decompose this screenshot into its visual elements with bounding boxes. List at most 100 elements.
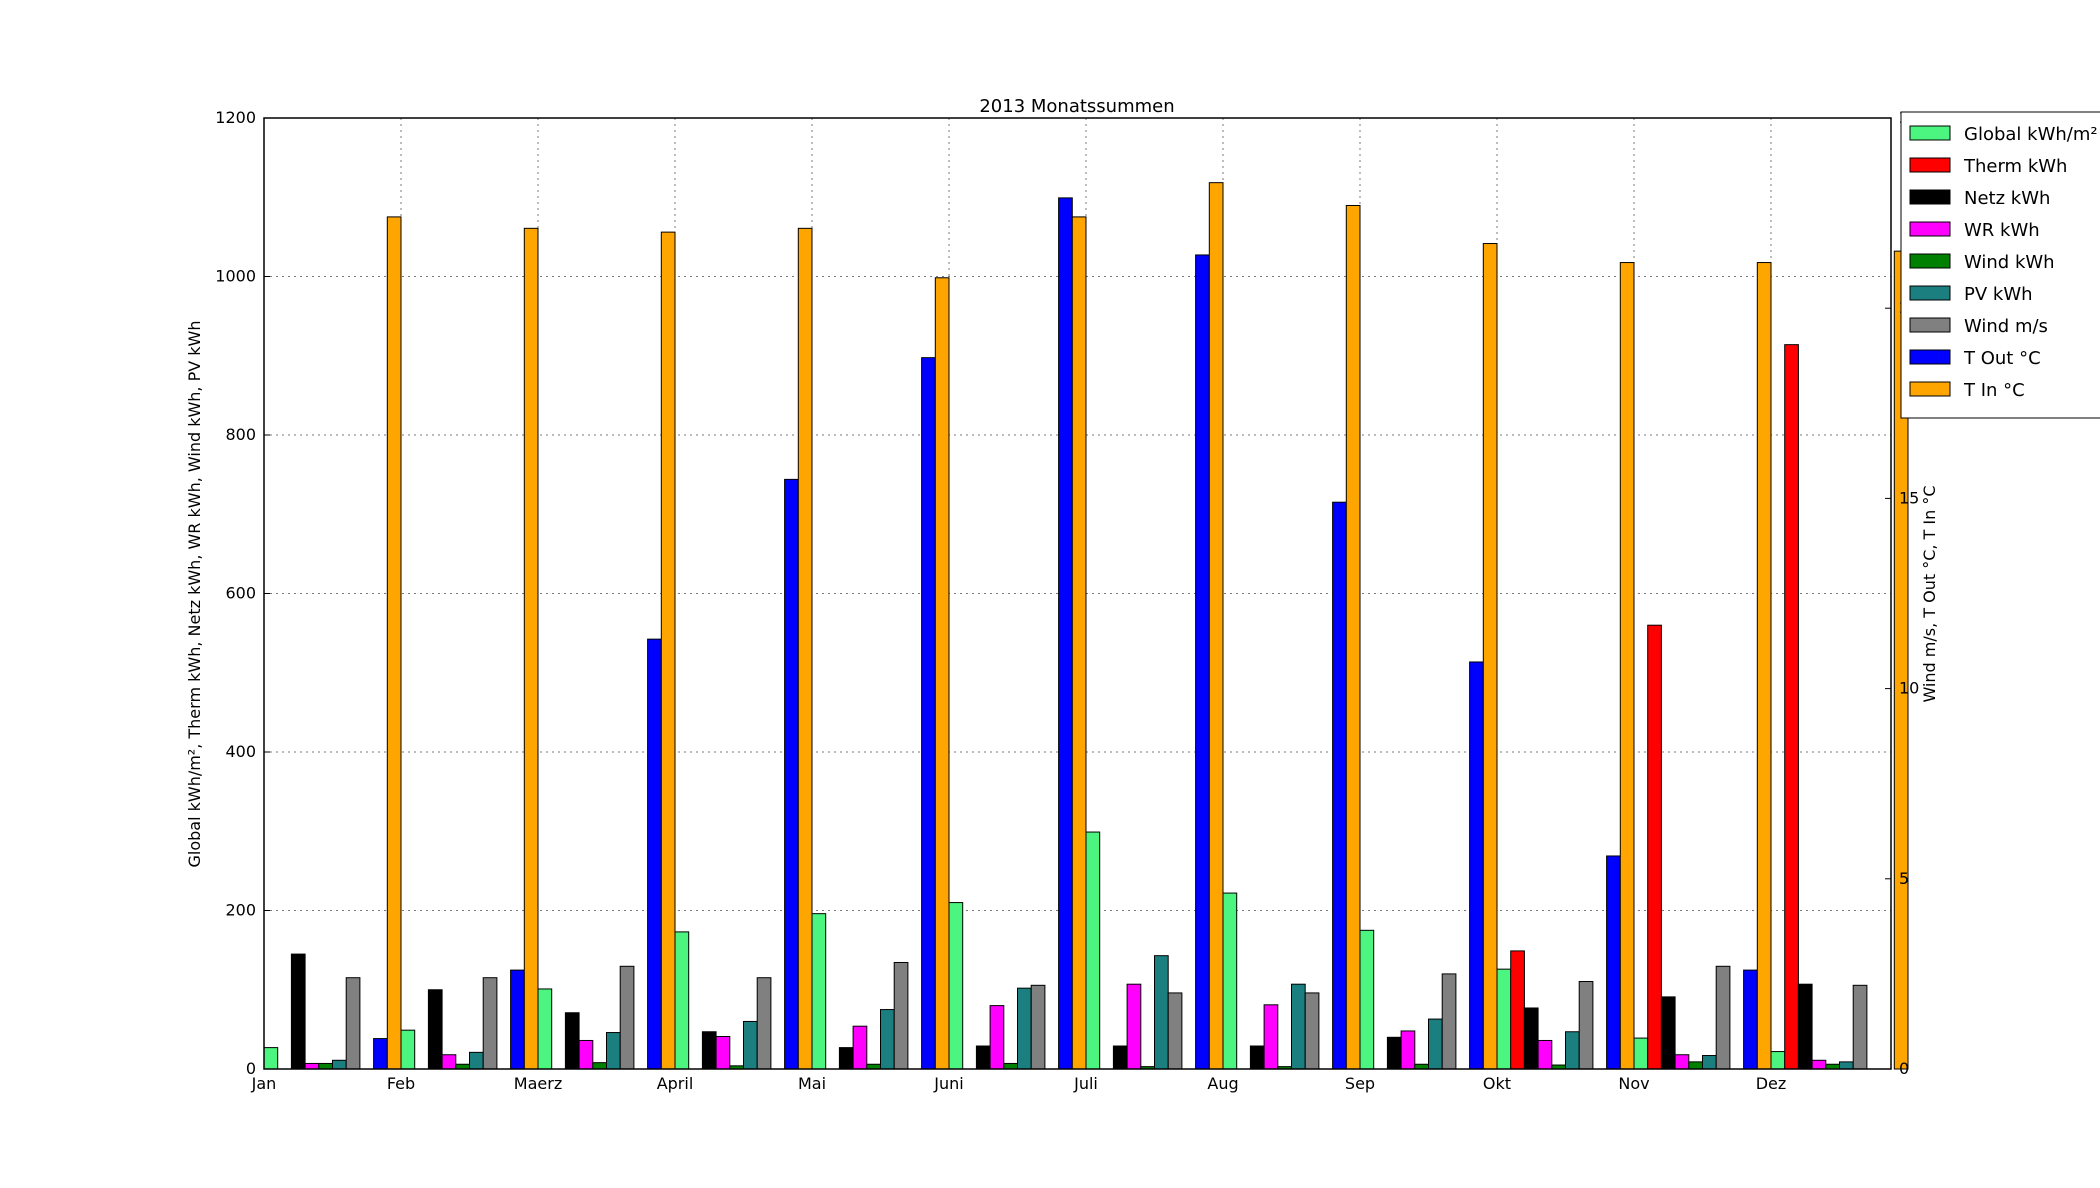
bar-1-Aug [1222, 892, 1238, 1070]
bar-6-Feb [469, 1051, 484, 1070]
y-left-tick-label: 1200 [215, 108, 256, 127]
bar-9-Juni [1071, 216, 1087, 1070]
bar-9-Aug [1345, 204, 1361, 1070]
bar-7-Feb [482, 977, 498, 1070]
x-tick-label: April [657, 1074, 694, 1093]
bar-6-Juli [1154, 955, 1169, 1070]
bar-3-Juli [1112, 1045, 1128, 1070]
bar-1-Juli [1085, 831, 1101, 1070]
bar-marks [263, 182, 1909, 1070]
bar-9-Feb [523, 227, 539, 1070]
legend-swatch [1909, 349, 1951, 365]
bar-6-Sep [1428, 1018, 1443, 1070]
bar-1-Sep [1359, 929, 1375, 1070]
bar-3-Feb [427, 989, 443, 1070]
bar-7-Nov [1715, 965, 1731, 1070]
bar-6-Jan [332, 1059, 347, 1070]
bar-4-Juni [989, 1005, 1005, 1070]
legend: Global kWh/m² Therm kWh Netz kWh WR kWh Wind… [1900, 111, 2100, 419]
bar-7-Juli [1167, 992, 1183, 1070]
legend-label: Netz kWh [1964, 188, 2050, 209]
legend-label: PV kWh [1964, 284, 2033, 305]
bar-4-Dez [1811, 1059, 1827, 1070]
bar-8-Maerz [647, 638, 662, 1070]
bar-9-Jan [386, 216, 402, 1070]
y-left-tick-label: 600 [225, 584, 256, 603]
bar-5-Juni [1003, 1062, 1018, 1070]
bar-4-Nov [1674, 1054, 1690, 1070]
bar-3-Nov [1660, 996, 1676, 1070]
bar-4-Aug [1263, 1004, 1279, 1070]
bar-1-Feb [400, 1029, 416, 1070]
y-left-tick-label: 1000 [215, 267, 256, 286]
bar-9-Maerz [660, 231, 676, 1070]
bar-2-Nov [1647, 624, 1662, 1070]
bar-8-April [784, 478, 799, 1070]
bar-4-Feb [441, 1054, 457, 1070]
y-axis-left-label: Global kWh/m², Therm kWh, Netz kWh, WR k… [185, 320, 204, 867]
bar-1-Jan [263, 1047, 279, 1070]
bar-4-Maerz [578, 1039, 594, 1070]
bar-9-Juli [1208, 182, 1224, 1070]
x-tick-label: Aug [1207, 1074, 1238, 1093]
y-right-tick-label: 0 [1899, 1059, 1909, 1078]
bar-4-April [715, 1036, 731, 1070]
bar-5-Maerz [592, 1062, 607, 1070]
bar-3-Dez [1797, 983, 1813, 1070]
bar-6-Okt [1565, 1031, 1580, 1070]
bar-2-Dez [1784, 344, 1799, 1070]
bar-8-Sep [1469, 661, 1484, 1070]
bar-1-Juni [948, 902, 964, 1070]
bar-8-Nov [1743, 969, 1758, 1070]
bar-9-April [797, 227, 813, 1070]
y-left-tick-label: 800 [225, 425, 256, 444]
bar-3-Aug [1249, 1045, 1265, 1070]
bar-8-Juli [1195, 254, 1210, 1070]
bar-1-Nov [1633, 1037, 1649, 1070]
bar-3-Maerz [564, 1012, 580, 1070]
legend-swatch [1909, 317, 1951, 333]
y-right-tick-label: 5 [1899, 869, 1909, 888]
legend-label: Wind m/s [1964, 316, 2048, 337]
bar-4-Mai [852, 1025, 868, 1070]
bar-3-April [701, 1031, 717, 1070]
x-tick-label: Maerz [514, 1074, 562, 1093]
legend-swatch [1909, 221, 1951, 237]
x-tick-label: Juli [1073, 1074, 1098, 1093]
bar-6-April [743, 1020, 758, 1070]
bar-7-Jan [345, 977, 361, 1070]
bar-9-Nov [1756, 262, 1772, 1070]
bar-8-Jan [373, 1038, 388, 1070]
x-tick-label: Okt [1483, 1074, 1511, 1093]
bar-7-Mai [893, 961, 909, 1070]
bar-3-Mai [838, 1047, 854, 1070]
chart-title: 2013 Monatssummen [979, 96, 1174, 117]
bar-8-Juni [1058, 197, 1073, 1070]
legend-swatch [1909, 189, 1951, 205]
bar-7-Sep [1441, 973, 1457, 1070]
bar-1-Maerz [537, 988, 553, 1070]
bar-7-Juni [1030, 984, 1046, 1070]
bar-3-Juni [975, 1045, 991, 1070]
bar-6-Maerz [606, 1032, 621, 1070]
bar-4-Okt [1537, 1039, 1553, 1070]
legend-swatch [1909, 381, 1951, 397]
bar-9-Sep [1482, 243, 1498, 1070]
bar-5-Nov [1688, 1061, 1704, 1070]
legend-swatch [1909, 253, 1951, 269]
legend-label: WR kWh [1964, 220, 2040, 241]
bar-1-Mai [811, 913, 827, 1070]
bar-1-Dez [1770, 1051, 1786, 1070]
legend-swatch [1909, 125, 1951, 141]
legend-label: Wind kWh [1964, 252, 2055, 273]
bar-7-Maerz [619, 965, 635, 1070]
y-right-tick-label: 15 [1899, 488, 1919, 507]
bar-7-April [756, 977, 772, 1070]
bar-1-Okt [1496, 968, 1512, 1070]
bar-7-Aug [1304, 992, 1320, 1070]
axis-ticks: Jan Feb Maerz April Mai Juni Juli Aug Sep Okt Nov D… [215, 108, 1919, 1093]
bar-8-Feb [510, 969, 525, 1070]
bar-2-Okt [1510, 950, 1525, 1070]
y-left-tick-label: 200 [225, 901, 256, 920]
